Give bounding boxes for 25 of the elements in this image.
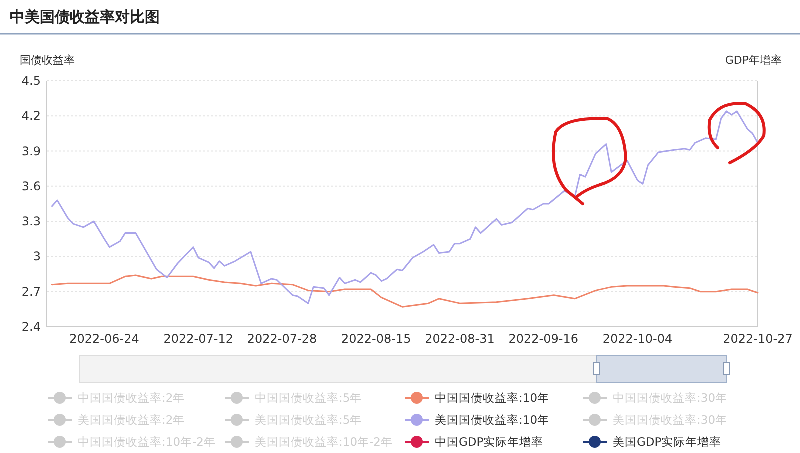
chart-title: 中美国债收益率对比图 <box>10 8 160 26</box>
x-tick-label: 2022-08-15 <box>341 332 412 346</box>
x-tick-label: 2022-08-31 <box>425 332 495 346</box>
legend-label: 中国GDP实际年增率 <box>435 435 544 449</box>
legend-label: 中国国债收益率:10年 <box>435 391 550 405</box>
y-tick-label: 3.3 <box>22 214 41 229</box>
x-tick-label: 2022-10-27 <box>723 332 793 346</box>
x-tick-label: 2022-09-16 <box>508 332 579 346</box>
line-series <box>51 274 759 308</box>
y-tick-label: 3 <box>33 250 41 264</box>
y-tick-label: 3.9 <box>22 144 41 158</box>
y-axis-title: 国债收益率 <box>20 54 75 67</box>
y-tick-label: 2.4 <box>22 320 41 334</box>
legend-label: 美国GDP实际年增率 <box>613 435 722 449</box>
legend-label: 美国国债收益率:10年 <box>435 413 550 427</box>
y-tick-label: 2.7 <box>22 284 41 299</box>
x-tick-label: 2022-06-24 <box>70 332 140 346</box>
x-tick-label: 2022-07-12 <box>164 332 234 346</box>
y-tick-label: 4.5 <box>22 74 41 88</box>
y-tick-label: 3.6 <box>22 179 41 194</box>
line-series <box>51 110 759 304</box>
y2-axis-title: GDP年增率 <box>725 54 782 67</box>
y-tick-label: 4.2 <box>22 109 41 124</box>
x-tick-label: 2022-10-04 <box>602 332 673 346</box>
x-tick-label: 2022-07-28 <box>247 332 318 346</box>
